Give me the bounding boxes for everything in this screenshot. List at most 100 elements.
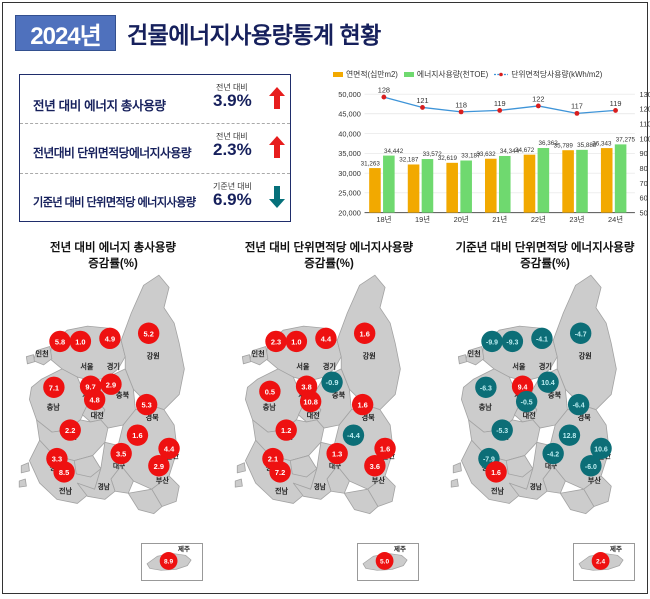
svg-text:35,789: 35,789 — [554, 142, 574, 149]
svg-text:35,000: 35,000 — [338, 149, 361, 158]
svg-text:서울: 서울 — [512, 362, 526, 371]
svg-text:강원: 강원 — [363, 352, 376, 361]
svg-text:60: 60 — [640, 194, 648, 203]
svg-text:-6.0: -6.0 — [585, 464, 597, 471]
svg-text:대전: 대전 — [307, 411, 320, 420]
svg-text:경남: 경남 — [530, 482, 542, 491]
svg-text:인천: 인천 — [252, 350, 265, 359]
svg-text:21년: 21년 — [492, 215, 507, 224]
svg-text:경기: 경기 — [107, 362, 120, 371]
svg-text:서울: 서울 — [296, 362, 310, 371]
svg-text:119: 119 — [610, 99, 622, 108]
svg-text:-6.4: -6.4 — [573, 403, 585, 410]
svg-text:20,000: 20,000 — [338, 208, 361, 217]
svg-text:4.4: 4.4 — [164, 444, 175, 453]
svg-text:1.2: 1.2 — [281, 426, 291, 435]
svg-text:충남: 충남 — [479, 403, 493, 412]
svg-text:2.9: 2.9 — [154, 462, 164, 471]
svg-text:9.4: 9.4 — [518, 384, 528, 391]
svg-text:부산: 부산 — [588, 476, 602, 485]
svg-text:37,275: 37,275 — [616, 137, 636, 144]
svg-text:18년: 18년 — [376, 215, 391, 224]
svg-text:1.6: 1.6 — [357, 401, 367, 410]
svg-text:2.4: 2.4 — [596, 559, 605, 566]
svg-text:34,672: 34,672 — [515, 147, 535, 154]
svg-text:경기: 경기 — [323, 362, 336, 371]
svg-text:23년: 23년 — [569, 215, 584, 224]
svg-text:-0.5: -0.5 — [521, 400, 533, 407]
svg-text:10.8: 10.8 — [303, 398, 317, 407]
svg-text:강원: 강원 — [147, 352, 160, 361]
svg-text:-0.9: -0.9 — [326, 378, 339, 387]
svg-text:강원: 강원 — [579, 352, 592, 361]
svg-text:34,442: 34,442 — [384, 148, 404, 155]
svg-text:부산: 부산 — [372, 476, 386, 485]
svg-text:3.5: 3.5 — [116, 450, 126, 459]
svg-text:4.8: 4.8 — [89, 396, 99, 405]
svg-text:1.0: 1.0 — [75, 337, 85, 346]
svg-text:2.3: 2.3 — [271, 337, 281, 346]
svg-text:전남: 전남 — [491, 486, 505, 495]
svg-text:대전: 대전 — [523, 411, 536, 420]
svg-text:5.2: 5.2 — [144, 329, 154, 338]
svg-text:119: 119 — [494, 99, 506, 108]
svg-text:경남: 경남 — [98, 482, 110, 491]
svg-text:19년: 19년 — [415, 215, 430, 224]
svg-text:2.2: 2.2 — [65, 426, 75, 435]
svg-text:121: 121 — [416, 96, 428, 105]
svg-text:80: 80 — [640, 164, 648, 173]
svg-text:서울: 서울 — [80, 362, 94, 371]
svg-text:117: 117 — [571, 102, 583, 111]
svg-text:45,000: 45,000 — [338, 110, 361, 119]
svg-text:부산: 부산 — [156, 476, 170, 485]
svg-text:130: 130 — [640, 90, 650, 99]
svg-text:충남: 충남 — [47, 403, 61, 412]
svg-text:-4.7: -4.7 — [575, 331, 587, 338]
svg-text:7.2: 7.2 — [275, 468, 285, 477]
svg-text:50,000: 50,000 — [338, 90, 361, 99]
svg-text:-9.3: -9.3 — [506, 339, 518, 346]
svg-text:33,632: 33,632 — [476, 151, 496, 158]
svg-text:32,187: 32,187 — [399, 157, 419, 164]
svg-text:0.5: 0.5 — [265, 387, 275, 396]
svg-text:25,000: 25,000 — [338, 189, 361, 198]
svg-text:1.3: 1.3 — [332, 450, 342, 459]
svg-text:100: 100 — [640, 134, 650, 143]
svg-text:5.0: 5.0 — [380, 559, 389, 566]
svg-text:40,000: 40,000 — [338, 129, 361, 138]
svg-text:32,619: 32,619 — [438, 155, 458, 162]
svg-text:-4.1: -4.1 — [536, 336, 548, 343]
svg-text:70: 70 — [640, 179, 648, 188]
svg-text:22년: 22년 — [531, 215, 546, 224]
svg-text:-9.9: -9.9 — [486, 339, 498, 346]
svg-text:전남: 전남 — [275, 486, 289, 495]
svg-text:8.9: 8.9 — [164, 559, 173, 566]
svg-text:경남: 경남 — [314, 482, 326, 491]
svg-text:90: 90 — [640, 149, 648, 158]
svg-text:1.6: 1.6 — [132, 431, 142, 440]
svg-text:-4.2: -4.2 — [547, 452, 559, 459]
svg-text:1.6: 1.6 — [491, 470, 501, 477]
svg-text:12.8: 12.8 — [563, 433, 577, 440]
svg-text:128: 128 — [378, 85, 390, 94]
svg-text:3.6: 3.6 — [370, 462, 380, 471]
svg-text:10.4: 10.4 — [541, 380, 555, 387]
svg-text:5.8: 5.8 — [55, 337, 65, 346]
svg-text:36,343: 36,343 — [592, 140, 612, 147]
svg-text:충남: 충남 — [263, 403, 277, 412]
svg-text:10.6: 10.6 — [594, 446, 608, 453]
svg-text:30,000: 30,000 — [338, 169, 361, 178]
svg-text:31,263: 31,263 — [361, 160, 381, 167]
svg-text:대전: 대전 — [91, 411, 104, 420]
svg-text:5.3: 5.3 — [141, 401, 151, 410]
svg-text:전남: 전남 — [59, 486, 73, 495]
svg-text:24년: 24년 — [608, 215, 623, 224]
svg-text:인천: 인천 — [468, 350, 481, 359]
svg-text:120: 120 — [640, 105, 650, 114]
svg-text:8.5: 8.5 — [59, 468, 69, 477]
svg-text:4.4: 4.4 — [321, 334, 332, 343]
svg-text:50: 50 — [640, 208, 648, 217]
svg-text:3.8: 3.8 — [301, 382, 311, 391]
svg-text:122: 122 — [532, 94, 544, 103]
svg-text:110: 110 — [640, 120, 650, 129]
